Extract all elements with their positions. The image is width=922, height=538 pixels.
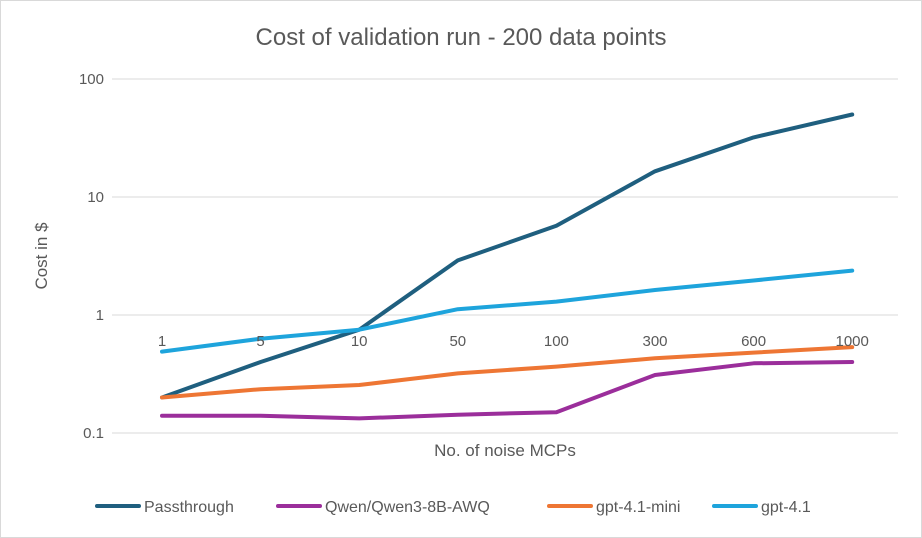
x-tick-label: 10 — [351, 333, 368, 350]
y-axis-ticks: 0.1 1 10 100 — [79, 71, 104, 442]
series-line-passthrough — [160, 112, 855, 400]
y-tick-label: 0.1 — [83, 425, 104, 442]
x-tick-label: 100 — [544, 333, 569, 350]
x-tick-label: 600 — [741, 333, 766, 350]
x-axis-ticks: 1 5 10 50 100 300 600 1000 — [158, 333, 869, 350]
series-lines — [160, 112, 855, 421]
series-line-qwen-qwen3-8b-awq — [160, 360, 855, 421]
chart-title: Cost of validation run - 200 data points — [256, 24, 667, 51]
y-tick-label: 10 — [87, 189, 104, 206]
y-tick-label: 100 — [79, 71, 104, 88]
y-tick-label: 1 — [96, 307, 104, 324]
legend-label: Passthrough — [144, 499, 234, 516]
legend-label: gpt-4.1-mini — [596, 499, 680, 516]
x-tick-label: 1 — [158, 333, 166, 350]
x-tick-label: 5 — [256, 333, 264, 350]
legend: Passthrough Qwen/Qwen3-8B-AWQ gpt-4.1-mini… — [95, 499, 811, 516]
x-axis-title: No. of noise MCPs — [434, 441, 576, 460]
gridlines — [112, 78, 898, 434]
legend-label: Qwen/Qwen3-8B-AWQ — [325, 499, 490, 516]
x-tick-label: 300 — [642, 333, 667, 350]
series-line-gpt-4-1-mini — [160, 345, 855, 400]
x-tick-label: 50 — [449, 333, 466, 350]
legend-label: gpt-4.1 — [761, 499, 811, 516]
x-tick-label: 1000 — [836, 333, 869, 350]
series-line-gpt-4-1 — [160, 268, 855, 354]
y-axis-title: Cost in $ — [32, 222, 51, 290]
